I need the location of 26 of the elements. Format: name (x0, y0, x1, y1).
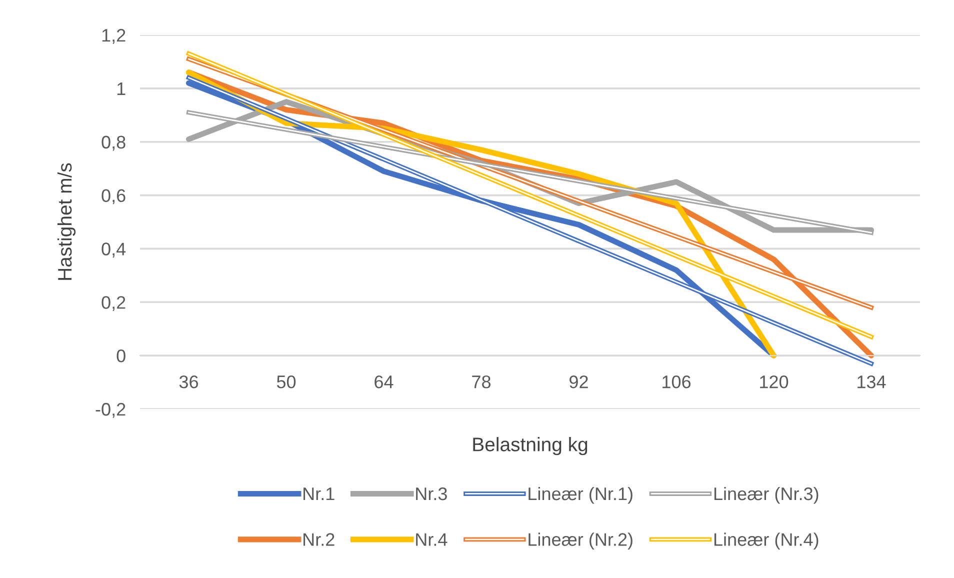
x-tick-label: 64 (374, 375, 394, 388)
x-tick-label: 92 (570, 375, 588, 388)
legend-label: Nr.3 (416, 487, 447, 500)
y-axis-title: Hastighet m/s (57, 163, 76, 280)
x-tick-label: 134 (858, 375, 886, 388)
y-tick-label: 0,6 (102, 189, 126, 204)
y-tick-label: -0,2 (96, 402, 126, 418)
x-tick-label: 106 (662, 375, 691, 388)
x-tick-label: 78 (472, 375, 491, 388)
legend-label: Nr.4 (416, 533, 448, 546)
y-tick-label: 0,4 (102, 242, 126, 258)
y-tick-label: 0,8 (102, 136, 126, 151)
legend-label: Lineær (Nr.4) (714, 532, 818, 550)
legend-label: Lineær (Nr.2) (528, 532, 632, 550)
x-tick-label: 120 (760, 375, 788, 388)
y-tick-label: 0 (116, 350, 126, 362)
x-axis-title: Belastning kg (473, 437, 588, 456)
x-tick-label: 50 (276, 375, 296, 388)
legend-label: Nr.1 (304, 488, 334, 500)
y-tick-label: 0,2 (102, 296, 126, 311)
x-tick-label: 36 (179, 375, 198, 388)
legend-label: Nr.2 (304, 533, 334, 546)
y-tick-label: 1,2 (102, 28, 126, 44)
y-tick-label: 1 (117, 82, 126, 95)
legend-label: Lineær (Nr.1) (528, 486, 632, 504)
legend-label: Lineær (Nr.3) (714, 486, 818, 504)
